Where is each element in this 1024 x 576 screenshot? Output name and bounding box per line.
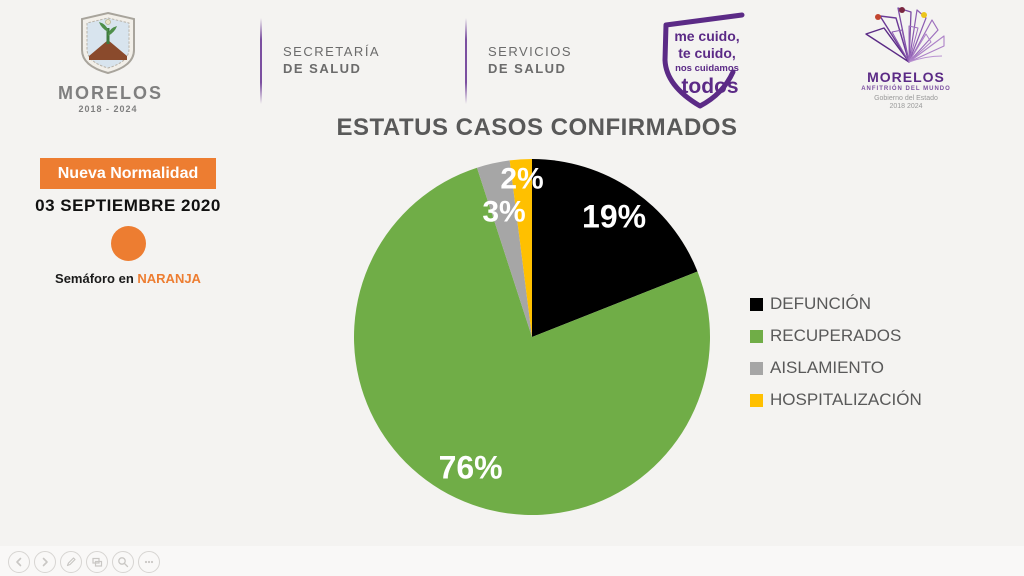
- state-logo-title: MORELOS: [867, 69, 945, 85]
- pie-chart-svg: 19% 76% 3%2%: [354, 159, 710, 515]
- legend-item-recuperados: RECUPERADOS: [750, 326, 922, 346]
- servicios-line2: DE SALUD: [488, 61, 567, 76]
- status-panel: Nueva Normalidad 03 SEPTIEMBRE 2020 Semá…: [30, 158, 226, 286]
- pledge-line2: te cuido,: [678, 45, 736, 61]
- legend-swatch-recuperados: [750, 329, 763, 343]
- pen-tool-button[interactable]: [60, 551, 82, 573]
- legend-item-defuncion: DEFUNCIÓN: [750, 294, 922, 314]
- presentation-controls-bar: [0, 546, 1024, 576]
- morelos-crest-icon: [81, 11, 135, 75]
- nueva-normalidad-badge: Nueva Normalidad: [40, 158, 216, 189]
- slide-overview-icon: [92, 557, 103, 567]
- previous-slide-button[interactable]: [8, 551, 30, 573]
- legend-item-aislamiento: AISLAMIENTO: [750, 358, 922, 378]
- next-arrow-icon: [42, 557, 48, 567]
- secretaria-line2: DE SALUD: [283, 61, 362, 76]
- lotus-icon: [865, 7, 945, 63]
- servicios-de-salud-logo: SERVICIOS DE SALUD: [488, 44, 572, 76]
- crest-years: 2018 - 2024: [78, 104, 138, 114]
- legend-swatch-hospitalizacion: [750, 393, 763, 407]
- header-divider: [260, 18, 262, 104]
- morelos-crest-block: MORELOS 2018 - 2024: [58, 10, 164, 114]
- report-date: 03 SEPTIEMBRE 2020: [35, 196, 221, 215]
- legend-label-aislamiento: AISLAMIENTO: [770, 358, 884, 377]
- pledge-line4: todos: [681, 75, 738, 98]
- me-cuido-shield-logo: me cuido, te cuido, nos cuidamos todos: [650, 8, 765, 112]
- previous-arrow-icon: [16, 557, 22, 567]
- slide-overview-button[interactable]: [86, 551, 108, 573]
- presentation-controls: [8, 551, 160, 573]
- semaforo-orange-dot-icon: [110, 226, 146, 261]
- pen-icon: [66, 557, 76, 567]
- legend-swatch-defuncion: [750, 297, 763, 311]
- pie-data-label-defunción: 19%: [582, 198, 646, 234]
- pledge-line1: me cuido,: [674, 28, 739, 44]
- state-logo-gobierno: Gobierno del Estado 2018 2024: [874, 95, 938, 110]
- pie-data-label-aislamiento: 3%: [482, 195, 525, 228]
- pie-slice-defunción: [532, 159, 698, 337]
- legend-label-hospitalizacion: HOSPITALIZACIÓN: [770, 390, 922, 409]
- next-slide-button[interactable]: [34, 551, 56, 573]
- zoom-button[interactable]: [112, 551, 134, 573]
- pledge-shield-icon: me cuido, te cuido, nos cuidamos todos: [662, 12, 745, 109]
- servicios-line1: SERVICIOS: [488, 44, 573, 59]
- semaforo-status: Semáforo en NARANJA: [30, 271, 226, 286]
- state-logo-subtitle: ANFITRIÓN DEL MUNDO: [861, 86, 951, 92]
- pie-slice-hospitalización: [509, 159, 532, 337]
- semaforo-value: NARANJA: [137, 271, 201, 286]
- legend-label-defuncion: DEFUNCIÓN: [770, 294, 872, 313]
- pie-slice-recuperados: [354, 167, 710, 515]
- ellipsis-icon: [144, 560, 154, 564]
- pie-data-label-hospitalización: 2%: [500, 162, 543, 195]
- legend-item-hospitalizacion: HOSPITALIZACIÓN: [750, 390, 922, 410]
- secretaria-de-salud-logo: SECRETARÍA DE SALUD: [283, 44, 380, 76]
- morelos-anfitrion-logo: MORELOS ANFITRIÓN DEL MUNDO Gobierno del…: [854, 4, 958, 111]
- header-divider: [465, 18, 467, 104]
- semaforo-prefix: Semáforo en: [55, 271, 138, 286]
- crest-title: MORELOS: [58, 83, 164, 103]
- magnifier-icon: [118, 557, 129, 568]
- pie-data-label-recuperados: 76%: [439, 449, 503, 485]
- pie-chart: 19% 76% 3% 2%: [350, 155, 714, 519]
- chart-legend: DEFUNCIÓN RECUPERADOS AISLAMIENTO HOSPIT…: [750, 294, 922, 422]
- legend-swatch-aislamiento: [750, 361, 763, 375]
- pie-slice-aislamiento: [476, 160, 532, 337]
- legend-label-recuperados: RECUPERADOS: [770, 326, 902, 345]
- pledge-line3: nos cuidamos: [675, 63, 739, 74]
- chart-title: ESTATUS CASOS CONFIRMADOS: [336, 114, 738, 141]
- more-options-button[interactable]: [138, 551, 160, 573]
- secretaria-line1: SECRETARÍA: [283, 44, 381, 59]
